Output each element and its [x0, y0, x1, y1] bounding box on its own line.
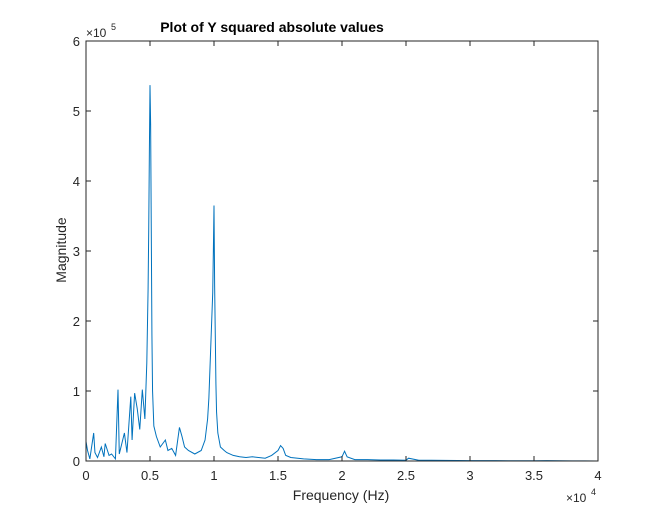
y-tick-label: 5 — [73, 104, 80, 119]
x-multiplier-exponent: 4 — [591, 487, 596, 497]
y-tick-label: 1 — [73, 384, 80, 399]
y-tick-label: 3 — [73, 244, 80, 259]
x-tick-label: 2.5 — [397, 468, 415, 483]
x-axis-multiplier: ×10 4 — [566, 487, 596, 505]
y-tick-label: 4 — [73, 174, 80, 189]
y-tick-label: 0 — [73, 454, 80, 469]
x-multiplier-base: ×10 — [566, 491, 587, 505]
x-tick-label: 3 — [466, 468, 473, 483]
x-tick-label: 4 — [594, 468, 601, 483]
x-tick-label: 0.5 — [141, 468, 159, 483]
series-line — [85, 85, 599, 462]
x-tick-label: 2 — [338, 468, 345, 483]
chart-title: Plot of Y squared absolute values — [160, 19, 384, 35]
ticks-layer: 0 0.5 1 1.5 2 2.5 3 3.5 4 0 1 2 3 4 5 6 — [73, 34, 602, 483]
series-layer — [85, 85, 599, 462]
x-axis-label: Frequency (Hz) — [293, 487, 389, 503]
y-tick-label: 6 — [73, 34, 80, 49]
y-multiplier-base: ×10 — [86, 26, 107, 40]
x-tick-label: 1.5 — [269, 468, 287, 483]
y-multiplier-exponent: 5 — [111, 22, 116, 32]
y-axis-multiplier: ×10 5 — [86, 22, 116, 40]
x-tick-label: 1 — [210, 468, 217, 483]
y-tick-label: 2 — [73, 314, 80, 329]
x-tick-label: 3.5 — [525, 468, 543, 483]
plot-area — [86, 41, 598, 461]
x-tick-label: 0 — [82, 468, 89, 483]
y-axis-label: Magnitude — [53, 217, 69, 283]
